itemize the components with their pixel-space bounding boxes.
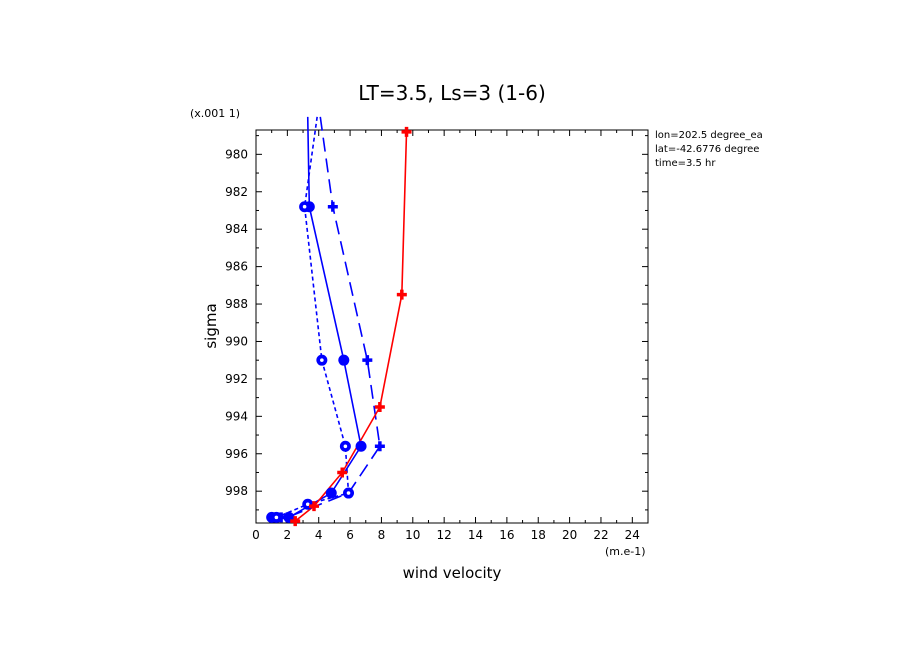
y-tick-label: 984	[225, 222, 248, 236]
x-tick-label: 20	[562, 528, 577, 542]
series-3-point-hole	[346, 491, 351, 495]
annotation-lon: lon=202.5 degree_ea	[655, 130, 763, 141]
series-3-point-hole	[302, 204, 307, 209]
y-tick-label: 986	[225, 260, 248, 274]
x-tick-label: 14	[468, 528, 483, 542]
y-tick-label: 992	[225, 372, 248, 386]
x-tick-label: 18	[531, 528, 546, 542]
series-1-point	[355, 440, 367, 452]
x-tick-label: 12	[437, 528, 452, 542]
x-axis-units: (m.e-1)	[605, 545, 646, 558]
y-tick-label: 990	[225, 334, 248, 348]
x-tick-label: 2	[284, 528, 292, 542]
x-tick-label: 0	[252, 528, 260, 542]
y-tick-label: 998	[225, 484, 248, 498]
series-4-point	[374, 401, 385, 412]
plot-frame	[255, 129, 649, 524]
x-tick-label: 22	[593, 528, 608, 542]
annotation-lat: lat=-42.6776 degree	[655, 144, 759, 155]
axis-ticks: 0 2 4 6 8 10 12 14 16 18 20 22 249809829849869889909…	[225, 130, 648, 542]
annotation-time: time=3.5 hr	[655, 158, 716, 169]
x-tick-label: 16	[499, 528, 514, 542]
y-tick-label: 994	[225, 409, 248, 423]
series-4-point	[396, 289, 407, 300]
series-4-point	[337, 467, 348, 478]
chart-title: LT=3.5, Ls=3 (1-6)	[358, 81, 546, 105]
x-tick-label: 6	[346, 528, 354, 542]
y-tick-label: 980	[225, 147, 248, 161]
x-tick-label: 4	[315, 528, 323, 542]
y-tick-label: 996	[225, 447, 248, 461]
series-3-point-hole	[274, 515, 279, 520]
series-line-3	[276, 116, 350, 519]
series-1-point	[338, 354, 350, 366]
series-2-point	[374, 441, 385, 452]
series-4-point	[401, 126, 412, 137]
series-3-point-hole	[305, 502, 310, 507]
y-axis-label: sigma	[202, 303, 220, 348]
x-axis-label: wind velocity	[403, 564, 502, 582]
data-markers	[266, 126, 412, 527]
data-series	[271, 116, 408, 522]
series-4-point	[309, 501, 320, 512]
y-scale-note: (x.001 1)	[190, 107, 240, 120]
x-tick-label: 10	[405, 528, 420, 542]
series-3-point-hole	[320, 358, 324, 362]
series-2-point	[362, 355, 373, 366]
series-3-point-hole	[343, 444, 348, 449]
series-line-2	[281, 116, 381, 519]
series-4-point	[290, 516, 301, 527]
x-tick-label: 8	[378, 528, 386, 542]
x-tick-label: 24	[625, 528, 640, 542]
y-tick-label: 982	[225, 185, 248, 199]
y-tick-label: 988	[225, 297, 248, 311]
series-2-point	[327, 201, 338, 212]
series-line-1	[271, 116, 362, 519]
series-1-point	[325, 487, 337, 499]
